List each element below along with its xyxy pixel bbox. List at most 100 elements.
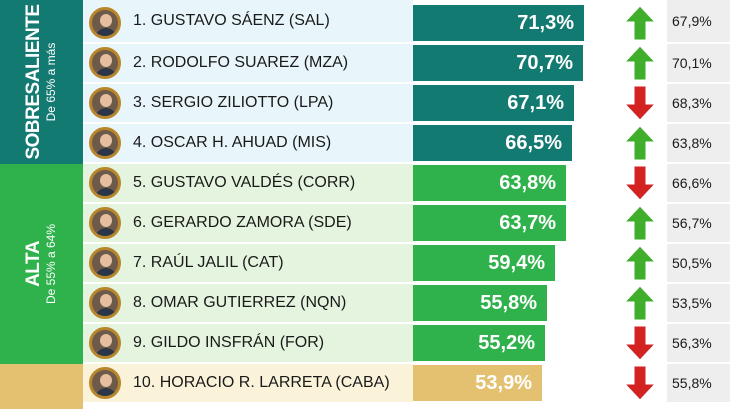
arrow-down-icon	[623, 85, 657, 121]
band-label: SOBRESALIENTE De 65% a más	[23, 4, 59, 159]
table-row: 10. HORACIO R. LARRETA (CABA) 53,9% 55,8%	[83, 364, 730, 404]
avatar-head	[100, 254, 112, 267]
avatar-head	[100, 294, 112, 307]
table-row: 2. RODOLFO SUAREZ (MZA) 70,7% 70,1%	[83, 44, 730, 84]
avatar	[89, 47, 121, 79]
data-label: 71,3%	[517, 12, 574, 34]
category-label: 8. OMAR GUTIERREZ (NQN)	[133, 294, 347, 311]
bar: 59,4%	[413, 245, 555, 281]
avatar	[89, 7, 121, 39]
name-cell: 4. OSCAR H. AHUAD (MIS)	[83, 124, 413, 164]
previous-value: 63,8%	[672, 135, 712, 151]
avatar	[89, 167, 121, 199]
previous-value-cell: 53,5%	[667, 284, 730, 324]
previous-value-cell: 66,6%	[667, 164, 730, 204]
band-0: SOBRESALIENTE De 65% a más	[0, 0, 83, 164]
band-subtitle: De 65% a más	[44, 42, 58, 122]
avatar	[89, 247, 121, 279]
previous-value-cell: 67,9%	[667, 0, 730, 44]
name-cell: 1. GUSTAVO SÁENZ (SAL)	[83, 0, 413, 44]
data-label: 67,1%	[507, 92, 564, 114]
arrow-up-icon	[623, 45, 657, 81]
avatar	[89, 127, 121, 159]
name-cell: 5. GUSTAVO VALDÉS (CORR)	[83, 164, 413, 204]
data-label: 70,7%	[516, 52, 573, 74]
table-row: 1. GUSTAVO SÁENZ (SAL) 71,3% 67,9%	[83, 0, 730, 44]
category-label: 4. OSCAR H. AHUAD (MIS)	[133, 134, 332, 151]
bar: 53,9%	[413, 365, 542, 401]
previous-value: 56,7%	[672, 215, 712, 231]
data-label: 53,9%	[475, 372, 532, 394]
avatar-head	[100, 14, 112, 27]
avatar	[89, 287, 121, 319]
avatar-body	[95, 268, 117, 276]
name-cell: 7. RAÚL JALIL (CAT)	[83, 244, 413, 284]
previous-value-cell: 56,7%	[667, 204, 730, 244]
bar: 71,3%	[413, 5, 584, 41]
table-row: 6. GERARDO ZAMORA (SDE) 63,7% 56,7%	[83, 204, 730, 244]
avatar-body	[95, 228, 117, 236]
previous-value: 56,3%	[672, 335, 712, 351]
previous-value: 53,5%	[672, 295, 712, 311]
name-cell: 8. OMAR GUTIERREZ (NQN)	[83, 284, 413, 324]
avatar-body	[95, 148, 117, 156]
category-label: 2. RODOLFO SUAREZ (MZA)	[133, 54, 349, 71]
bar: 55,2%	[413, 325, 545, 361]
arrow-down-icon	[623, 365, 657, 401]
bar: 55,8%	[413, 285, 547, 321]
previous-value-cell: 55,8%	[667, 364, 730, 404]
data-label: 63,7%	[499, 212, 556, 234]
avatar-head	[100, 94, 112, 107]
arrow-down-icon	[623, 165, 657, 201]
data-label: 59,4%	[488, 252, 545, 274]
previous-value: 68,3%	[672, 95, 712, 111]
bar: 70,7%	[413, 45, 583, 81]
table-row: 8. OMAR GUTIERREZ (NQN) 55,8% 53,5%	[83, 284, 730, 324]
name-cell: 6. GERARDO ZAMORA (SDE)	[83, 204, 413, 244]
table-row: 4. OSCAR H. AHUAD (MIS) 66,5% 63,8%	[83, 124, 730, 164]
bar: 63,7%	[413, 205, 566, 241]
avatar-body	[95, 308, 117, 316]
previous-value-cell: 50,5%	[667, 244, 730, 284]
avatar-head	[100, 134, 112, 147]
table-row: 9. GILDO INSFRÁN (FOR) 55,2% 56,3%	[83, 324, 730, 364]
name-cell: 10. HORACIO R. LARRETA (CABA)	[83, 364, 413, 404]
category-label: 10. HORACIO R. LARRETA (CABA)	[133, 374, 390, 391]
previous-value: 67,9%	[672, 13, 712, 29]
avatar-head	[100, 374, 112, 387]
table-row: 7. RAÚL JALIL (CAT) 59,4% 50,5%	[83, 244, 730, 284]
arrow-up-icon	[623, 125, 657, 161]
avatar-head	[100, 334, 112, 347]
arrow-up-icon	[623, 245, 657, 281]
previous-value: 50,5%	[672, 255, 712, 271]
previous-value-cell: 68,3%	[667, 84, 730, 124]
bar: 67,1%	[413, 85, 574, 121]
avatar-body	[95, 348, 117, 356]
previous-value-cell: 56,3%	[667, 324, 730, 364]
band-2	[0, 364, 83, 409]
avatar	[89, 207, 121, 239]
category-label: 5. GUSTAVO VALDÉS (CORR)	[133, 174, 356, 191]
category-label: 3. SERGIO ZILIOTTO (LPA)	[133, 94, 334, 111]
avatar	[89, 87, 121, 119]
avatar-head	[100, 174, 112, 187]
avatar-body	[95, 108, 117, 116]
avatar-body	[95, 188, 117, 196]
avatar-body	[95, 28, 117, 36]
band-1: ALTA De 55% a 64%	[0, 164, 83, 364]
table-row: 3. SERGIO ZILIOTTO (LPA) 67,1% 68,3%	[83, 84, 730, 124]
avatar-head	[100, 214, 112, 227]
arrow-up-icon	[623, 285, 657, 321]
band-title: ALTA	[23, 241, 44, 287]
band-title: SOBRESALIENTE	[23, 4, 44, 160]
avatar-body	[95, 388, 117, 396]
table-row: 5. GUSTAVO VALDÉS (CORR) 63,8% 66,6%	[83, 164, 730, 204]
avatar-body	[95, 68, 117, 76]
band-label: ALTA De 55% a 64%	[23, 224, 59, 304]
previous-value-cell: 63,8%	[667, 124, 730, 164]
bar: 66,5%	[413, 125, 572, 161]
arrow-down-icon	[623, 325, 657, 361]
bar: 63,8%	[413, 165, 566, 201]
band-subtitle: De 55% a 64%	[44, 223, 58, 305]
category-label: 9. GILDO INSFRÁN (FOR)	[133, 334, 325, 351]
